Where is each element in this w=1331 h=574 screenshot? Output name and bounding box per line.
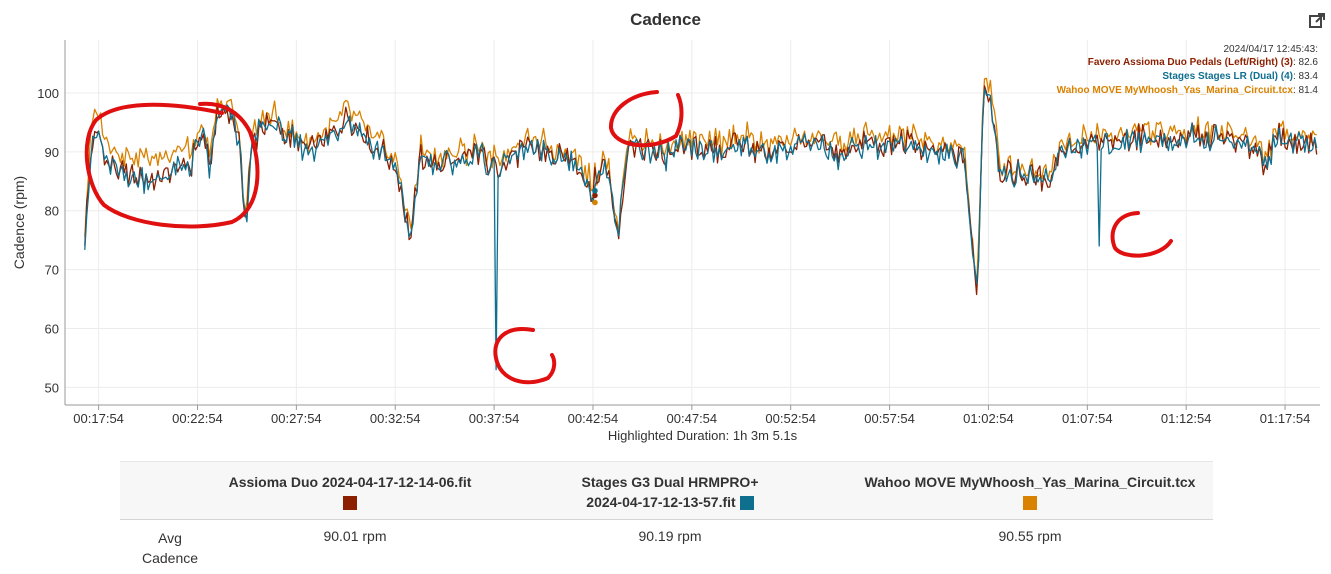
export-icon[interactable]: [1308, 12, 1326, 30]
series-line-2[interactable]: [84, 77, 1317, 286]
file-stages: Stages G3 Dual HRMPRO+ 2024-04-17-12-13-…: [540, 472, 800, 512]
x-tick-label: 00:37:54: [469, 411, 520, 426]
wahoo-swatch: [1023, 496, 1037, 510]
red-annotation-3: [1110, 211, 1173, 258]
y-tick-label: 80: [45, 204, 59, 219]
y-tick-label: 70: [45, 263, 59, 278]
x-tick-label: 01:02:54: [963, 411, 1014, 426]
y-axis-title: Cadence (rpm): [11, 176, 27, 269]
x-axis-title: Highlighted Duration: 1h 3m 5.1s: [608, 428, 798, 443]
series-line-1[interactable]: [84, 88, 1318, 371]
tooltip-row: Favero Assioma Duo Pedals (Left/Right) (…: [1088, 57, 1319, 68]
y-tick-label: 100: [37, 86, 59, 101]
avg-wahoo: 90.55 rpm: [998, 528, 1062, 544]
avg-stages: 90.19 rpm: [638, 528, 702, 544]
x-tick-label: 01:07:54: [1062, 411, 1113, 426]
y-tick-label: 50: [45, 380, 59, 395]
red-annotation-0: [84, 101, 260, 229]
x-tick-label: 00:27:54: [271, 411, 322, 426]
y-tick-label: 90: [45, 145, 59, 160]
file-stages-name: Stages G3 Dual HRMPRO+: [581, 474, 759, 490]
cadence-chart[interactable]: 00:17:54 00:22:54 00:27:54 00:32:54 00:37:54…: [0, 0, 1331, 455]
tooltip-timestamp: 2024/04/17 12:45:43:: [1223, 44, 1318, 55]
x-tick-label: 00:47:54: [667, 411, 718, 426]
red-annotation-1: [609, 90, 684, 148]
x-tick-label: 00:42:54: [568, 411, 619, 426]
row-label-line2: Cadence: [141, 550, 199, 566]
stages-swatch: [739, 496, 754, 511]
avg-assioma: 90.01 rpm: [323, 528, 387, 544]
file-wahoo-name: Wahoo MOVE MyWhoosh_Yas_Marina_Circuit.t…: [864, 474, 1196, 490]
x-tick-label: 01:17:54: [1260, 411, 1311, 426]
file-assioma-name: Assioma Duo 2024-04-17-12-14-06.fit: [228, 474, 472, 490]
x-tick-label: 00:57:54: [864, 411, 915, 426]
x-tick-label: 00:17:54: [73, 411, 124, 426]
file-stages-name-2: 2024-04-17-12-13-57.fit: [586, 494, 736, 510]
file-wahoo: Wahoo MOVE MyWhoosh_Yas_Marina_Circuit.t…: [850, 472, 1210, 510]
tooltip-row: Wahoo MOVE MyWhoosh_Yas_Marina_Circuit.t…: [1057, 85, 1319, 96]
tooltip-series-value: : 83.4: [1293, 71, 1318, 82]
stats-table: Assioma Duo 2024-04-17-12-14-06.fit Stag…: [120, 461, 1213, 570]
series-line-0[interactable]: [84, 85, 1318, 296]
chart-title: Cadence: [630, 10, 701, 29]
favero-swatch: [343, 496, 357, 510]
stats-header: Assioma Duo 2024-04-17-12-14-06.fit Stag…: [120, 461, 1213, 520]
tooltip-series-value: : 81.4: [1293, 85, 1318, 96]
y-tick-label: 60: [45, 321, 59, 336]
tooltip-series-label: Stages Stages LR (Dual) (4): [1162, 71, 1293, 82]
x-tick-label: 00:32:54: [370, 411, 421, 426]
red-annotation-2: [493, 327, 557, 385]
tooltip-series-label: Wahoo MOVE MyWhoosh_Yas_Marina_Circuit.t…: [1057, 85, 1294, 96]
file-assioma: Assioma Duo 2024-04-17-12-14-06.fit: [220, 472, 480, 510]
hover-marker-0: [592, 192, 598, 199]
hover-marker-1: [592, 187, 598, 194]
x-tick-label: 00:52:54: [765, 411, 816, 426]
tooltip-series-value: : 82.6: [1293, 57, 1318, 68]
row-label-line1: Avg: [158, 530, 182, 546]
hover-marker-2: [592, 199, 598, 206]
avg-cadence-label: Avg Cadence: [120, 528, 220, 568]
x-tick-label: 01:12:54: [1161, 411, 1212, 426]
tooltip-row: Stages Stages LR (Dual) (4): 83.4: [1162, 71, 1318, 82]
avg-cadence-row: Avg Cadence 90.01 rpm 90.19 rpm 90.55 rp…: [120, 520, 1213, 570]
x-tick-label: 00:22:54: [172, 411, 223, 426]
tooltip-series-label: Favero Assioma Duo Pedals (Left/Right) (…: [1088, 57, 1293, 68]
